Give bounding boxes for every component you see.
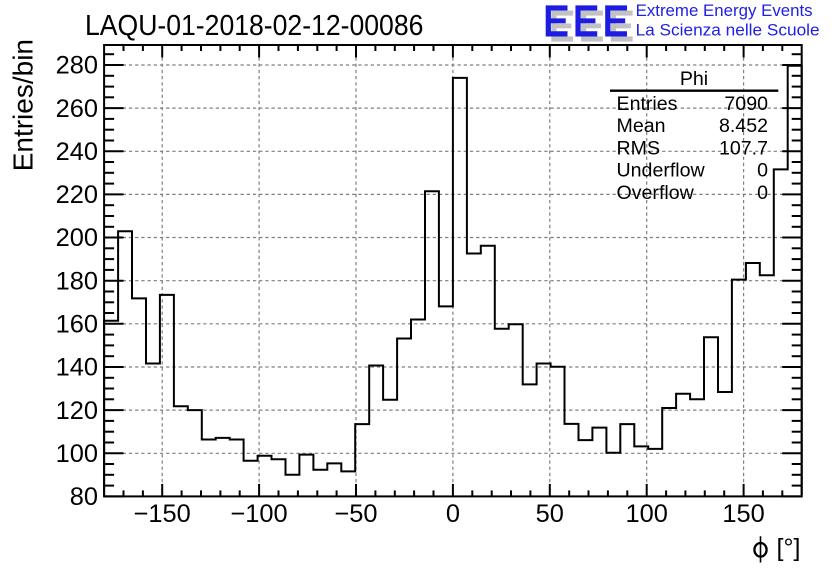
svg-text:100: 100 [626, 500, 668, 528]
svg-text:La Scienza nelle Scuole: La Scienza nelle Scuole [636, 20, 820, 39]
svg-text:−150: −150 [134, 500, 191, 528]
svg-text:LAQU-01-2018-02-12-00086: LAQU-01-2018-02-12-00086 [85, 10, 423, 42]
svg-text:200: 200 [56, 224, 98, 252]
svg-text:−50: −50 [334, 500, 377, 528]
svg-text:80: 80 [70, 483, 98, 511]
svg-text:0: 0 [757, 182, 768, 204]
svg-text:Phi: Phi [680, 68, 708, 90]
svg-text:0: 0 [757, 160, 768, 182]
svg-text:Entries: Entries [617, 93, 678, 115]
svg-text:100: 100 [56, 440, 98, 468]
svg-text:120: 120 [56, 397, 98, 425]
svg-text:0: 0 [446, 500, 460, 528]
svg-text:220: 220 [56, 181, 98, 209]
svg-text:Overflow: Overflow [617, 182, 695, 204]
svg-text:8.452: 8.452 [719, 115, 768, 137]
svg-text:240: 240 [56, 138, 98, 166]
svg-text:[°]: [°] [777, 534, 801, 562]
svg-text:260: 260 [56, 95, 98, 123]
svg-text:−100: −100 [230, 500, 287, 528]
svg-text:Entries/bin: Entries/bin [8, 39, 39, 171]
svg-text:50: 50 [536, 500, 564, 528]
svg-text:180: 180 [56, 267, 98, 295]
svg-text:RMS: RMS [617, 137, 661, 159]
svg-text:Extreme Energy Events: Extreme Energy Events [636, 2, 813, 20]
svg-text:140: 140 [56, 354, 98, 382]
svg-text:280: 280 [56, 52, 98, 80]
svg-text:7090: 7090 [724, 93, 768, 115]
svg-text:Underflow: Underflow [617, 160, 706, 182]
svg-text:160: 160 [56, 311, 98, 339]
svg-text:107.7: 107.7 [719, 137, 768, 159]
svg-text:Mean: Mean [617, 115, 666, 137]
svg-text:150: 150 [722, 500, 764, 528]
